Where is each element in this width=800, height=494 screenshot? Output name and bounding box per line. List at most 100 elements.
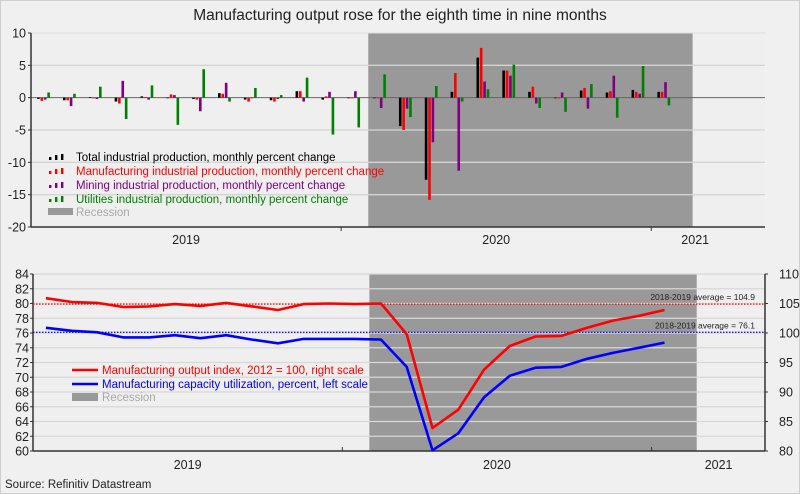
bar-mining-2019-08 [224, 82, 228, 98]
bar-manufacturing-2020-02 [376, 97, 380, 99]
average-label-capacity: 2018-2019 average = 76.1 [655, 320, 755, 330]
bar-manufacturing-2019-12 [324, 96, 328, 98]
x-tick-label: 2020 [482, 233, 510, 247]
bar-mining-2019-06 [173, 95, 176, 98]
legend-swatch-recession [72, 393, 98, 401]
bar-utilities-2020-05 [460, 97, 464, 102]
bar-utilities-2020-04 [434, 86, 438, 98]
y-right-tick-label: 80 [779, 445, 793, 459]
bar-total-2020-09 [554, 97, 557, 99]
bar-utilities-2019-05 [150, 85, 154, 98]
bar-total-2019-06 [166, 97, 169, 99]
bar-total-2020-06 [476, 57, 480, 98]
y-right-tick-label: 85 [779, 415, 793, 429]
legend-item-recession: Recession [48, 207, 130, 219]
bar-mining-2020-02 [379, 97, 383, 109]
bar-mining-2019-03 [95, 97, 99, 99]
line-capacity [45, 326, 665, 452]
bar-mining-2019-10 [276, 97, 280, 99]
bar-utilities-2020-09 [564, 97, 567, 112]
legend-label: Mining industrial production, monthly pe… [76, 180, 345, 192]
bar-mining-2020-11 [612, 75, 616, 98]
bar-mining-2020-05 [457, 97, 461, 171]
bar-utilities-2021-01 [667, 97, 671, 106]
legend-swatch-manufacturing [55, 169, 58, 174]
y-tick-label: -10 [8, 156, 26, 170]
legend-item-manufacturing: Manufacturing output index, 2012 = 100, … [72, 365, 364, 377]
top-panel-industrial-production: 10 5 0 -5 -10 -15 -20 2019 2020 2021 Total industr… [8, 27, 765, 247]
bar-mining-2020-03 [405, 97, 409, 109]
y-left-tick-label: 68 [15, 386, 29, 400]
bar-total-2019-07 [192, 97, 195, 99]
y-left-tick-label: 72 [15, 356, 29, 370]
bar-manufacturing-2020-03 [402, 97, 405, 130]
bar-utilities-2019-02 [73, 93, 76, 98]
chart-title: Manufacturing output rose for the eighth… [193, 7, 607, 24]
bar-utilities-2019-07 [202, 69, 205, 98]
y-tick-label: -15 [8, 188, 26, 202]
bar-manufacturing-2020-06 [479, 47, 483, 98]
bar-total-2019-10 [269, 97, 273, 101]
legend-label: Manufacturing industrial production, mon… [76, 166, 384, 178]
legend-swatch-total [61, 154, 64, 160]
bar-total-2020-08 [528, 91, 531, 98]
legend-swatch-utilities [55, 197, 58, 202]
y-left-tick-label: 82 [15, 282, 29, 296]
legend-swatch-mining [49, 185, 52, 188]
x-tick-label: 2021 [681, 233, 709, 247]
bar-mining-2019-11 [302, 97, 305, 102]
bar-total-2020-12 [631, 89, 635, 98]
y-left-tick-label: 78 [15, 312, 29, 326]
y-right-tick-label: 90 [779, 386, 793, 400]
bar-mining-2020-04 [431, 97, 435, 143]
y-tick-label: -5 [15, 124, 26, 138]
legend-swatch-recession [48, 208, 73, 215]
y-left-tick-label: 84 [15, 268, 29, 282]
bar-utilities-2020-06 [486, 89, 490, 98]
bar-utilities-2019-11 [305, 77, 309, 98]
bar-manufacturing-2019-06 [169, 94, 173, 98]
average-label-manufacturing: 2018-2019 average = 104.9 [650, 292, 755, 302]
y-left-tick-label: 74 [15, 341, 29, 355]
bar-manufacturing-2019-03 [92, 97, 95, 99]
bar-total-2020-07 [502, 70, 505, 98]
bar-total-2021-01 [657, 91, 661, 98]
legend-label: Manufacturing capacity utilization, perc… [102, 379, 368, 391]
bottom-panel-output-and-capacity: 8482807876747270686664626011010510095908… [15, 268, 800, 473]
bar-utilities-2020-11 [615, 97, 619, 118]
y-left-tick-label: 70 [15, 371, 29, 385]
legend-swatch-mining [55, 183, 58, 188]
bar-utilities-2019-04 [124, 97, 128, 120]
y-right-tick-label: 95 [779, 356, 793, 370]
bar-mining-2020-08 [534, 97, 538, 104]
bar-total-2020-02 [373, 97, 376, 99]
x-tick-label: 2020 [483, 458, 511, 472]
bar-mining-2020-10 [586, 97, 590, 109]
bar-mining-2019-12 [328, 91, 331, 98]
x-tick-label: 2019 [174, 458, 202, 472]
bar-manufacturing-2020-09 [557, 97, 561, 99]
y-right-tick-label: 105 [779, 297, 800, 311]
x-tick-label: 2019 [172, 233, 200, 247]
y-left-tick-label: 60 [15, 445, 29, 459]
bar-total-2020-10 [579, 90, 583, 98]
bar-utilities-2019-06 [176, 97, 180, 125]
bar-utilities-2019-12 [331, 97, 335, 135]
bar-utilities-2020-08 [538, 97, 541, 109]
bar-mining-2019-05 [147, 97, 150, 100]
bar-utilities-2020-12 [641, 65, 645, 98]
bar-mining-2019-04 [121, 80, 125, 98]
bar-total-2020-11 [605, 92, 609, 98]
bar-manufacturing-2021-01 [660, 91, 664, 98]
legend-swatch-mining [61, 182, 64, 188]
legend-label: Recession [76, 207, 130, 219]
bar-utilities-2020-07 [512, 64, 516, 98]
legend-label: Manufacturing output index, 2012 = 100, … [102, 365, 364, 377]
legend-item-manufacturing: Manufacturing industrial production, mon… [49, 166, 384, 178]
y-tick-label: 5 [19, 59, 26, 73]
legend-swatch-manufacturing [49, 171, 52, 174]
bar-manufacturing-2019-07 [195, 97, 199, 100]
bar-manufacturing-2019-04 [118, 97, 121, 104]
legend-item-utilities: Utilities industrial production, monthly… [49, 194, 348, 206]
bar-manufacturing-2020-04 [428, 97, 431, 200]
